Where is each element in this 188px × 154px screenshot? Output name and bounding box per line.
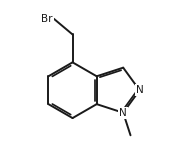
- Text: N: N: [119, 108, 127, 118]
- Text: Br: Br: [42, 14, 53, 24]
- Text: N: N: [136, 85, 143, 95]
